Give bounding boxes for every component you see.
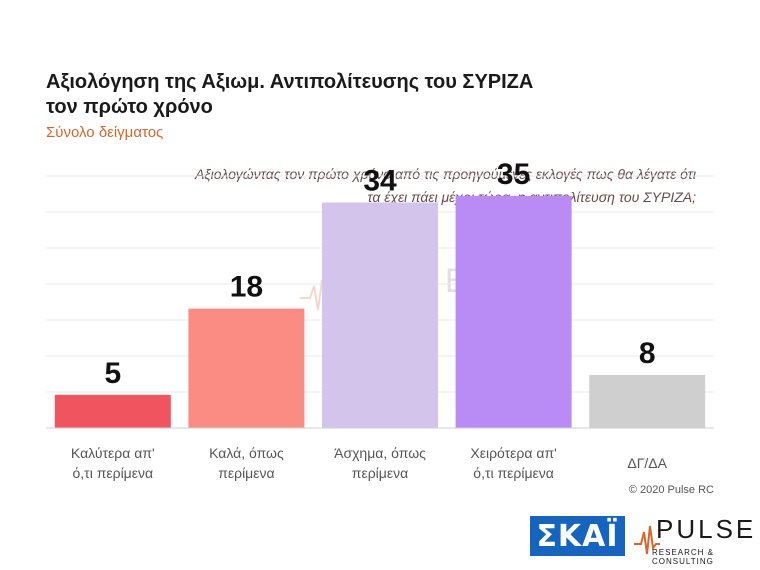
bar-value-label-1: 18 <box>230 271 263 304</box>
bar-0 <box>54 394 171 428</box>
bar-value-label-4: 8 <box>639 337 656 370</box>
category-label-2-1: περίμενα <box>352 465 408 481</box>
pulse-logo-wave-icon <box>634 525 660 555</box>
category-label-1-0: Καλά, όπως <box>209 445 284 461</box>
chart-subtitle: Σύνολο δείγματος <box>46 124 164 141</box>
category-label-1-1: περίμενα <box>218 465 274 481</box>
category-label-0-1: ό,τι περίμενα <box>73 465 154 481</box>
bar-chart: 5 Καλύτερα απ' ό,τι περίμενα 18 Καλά, όπως πε… <box>46 158 714 481</box>
bar-4 <box>589 374 706 428</box>
chart-title-line-1: Αξιολόγηση της Αξιωμ. Αντιπολίτευσης του… <box>46 71 534 93</box>
skai-logo: ΣΚΑΪ <box>530 516 625 556</box>
category-label-4-0: ΔΓ/ΔΑ <box>627 455 667 471</box>
category-label-0-0: Καλύτερα απ' <box>71 445 155 461</box>
pulse-logo-text: PULSE <box>656 514 757 544</box>
survey-question-line-1: Αξιολογώντας τον πρώτο χρόνο από τις προ… <box>195 166 696 182</box>
chart-title-line-2: τον πρώτο χρόνο <box>46 96 213 118</box>
category-label-3-1: ό,τι περίμενα <box>473 465 554 481</box>
copyright-text: © 2020 Pulse RC <box>628 484 714 496</box>
bar-value-label-3: 35 <box>497 158 530 191</box>
chart-title: Αξιολόγηση της Αξιωμ. Αντιπολίτευσης του… <box>46 70 686 120</box>
bar-value-label-0: 5 <box>104 357 121 390</box>
pulse-logo: PULSE RESEARCH & CONSULTING <box>634 514 757 566</box>
category-label-3-0: Χειρότερα απ' <box>470 445 556 461</box>
category-label-2-0: Άσχημα, όπως <box>334 445 426 461</box>
bar-2 <box>322 202 438 428</box>
bar-value-label-2: 34 <box>363 165 397 198</box>
bar-1 <box>188 308 305 428</box>
pulse-logo-subtext: RESEARCH & CONSULTING <box>652 548 715 566</box>
bar-3 <box>455 195 572 428</box>
